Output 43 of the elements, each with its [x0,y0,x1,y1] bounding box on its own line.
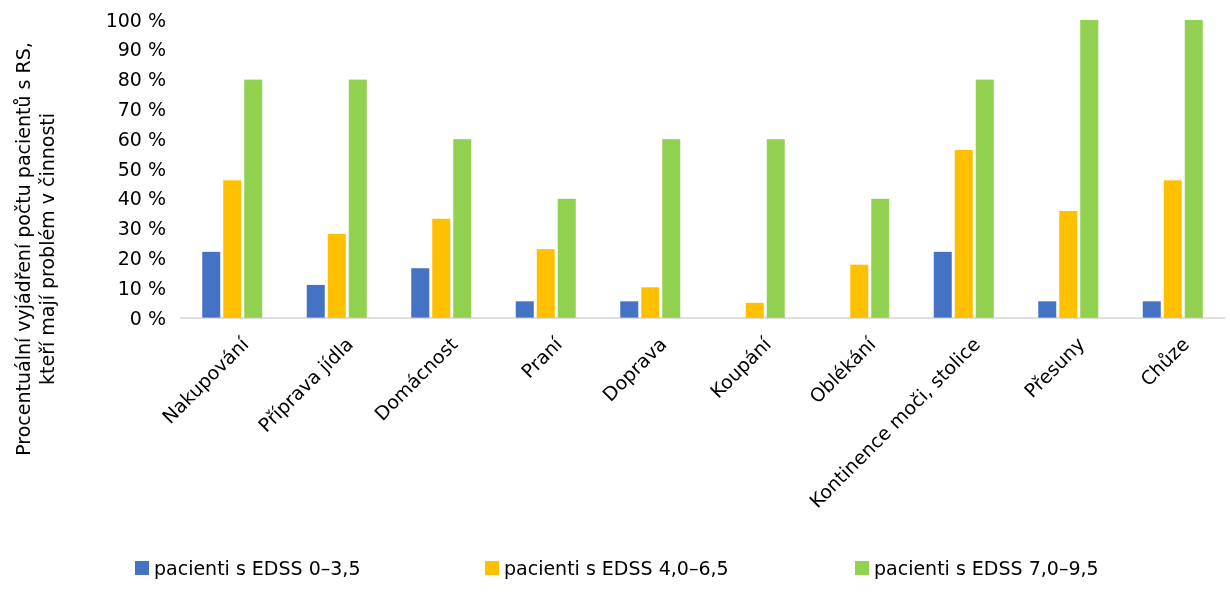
bar [411,268,430,318]
bar [515,301,534,318]
bar [871,198,890,318]
bar [1163,180,1182,318]
y-tick-label: 30 % [117,217,166,240]
bar [975,79,994,318]
y-tick-label: 90 % [117,38,166,61]
y-tick-label: 70 % [117,98,166,121]
y-tick-label: 50 % [117,157,166,180]
bar [453,139,472,318]
bar [933,251,952,318]
y-tick-label: 100 % [105,8,166,31]
legend-label: pacienti s EDSS 4,0–6,5 [504,556,729,579]
y-tick-label: 40 % [117,187,166,210]
bar [766,139,785,318]
bar [641,287,660,318]
bar [620,301,639,318]
bar [1059,211,1078,318]
bar [348,79,367,318]
bar [1038,301,1057,318]
y-axis-title: Procentuální vyjádření počtu pacientů s RS, kteří mají problém v činnosti [12,42,58,456]
bar [1080,20,1099,318]
y-tick-label: 20 % [117,247,166,270]
bar [662,139,681,318]
bar [745,302,764,318]
bar [536,249,555,318]
bar [557,198,576,318]
bar [1142,301,1161,318]
bar [327,233,346,318]
bar [244,79,263,318]
bar [1184,20,1203,318]
bar [850,264,869,318]
bar [202,251,221,318]
legend-label: pacienti s EDSS 7,0–9,5 [874,556,1099,579]
y-tick-label: 10 % [117,276,166,299]
bar [223,180,242,318]
bar [306,284,325,318]
legend-label: pacienti s EDSS 0–3,5 [154,556,361,579]
bar [954,149,973,318]
y-tick-label: 0 % [129,306,166,329]
bar [432,218,451,318]
y-tick-label: 60 % [117,127,166,150]
y-tick-label: 80 % [117,68,166,91]
